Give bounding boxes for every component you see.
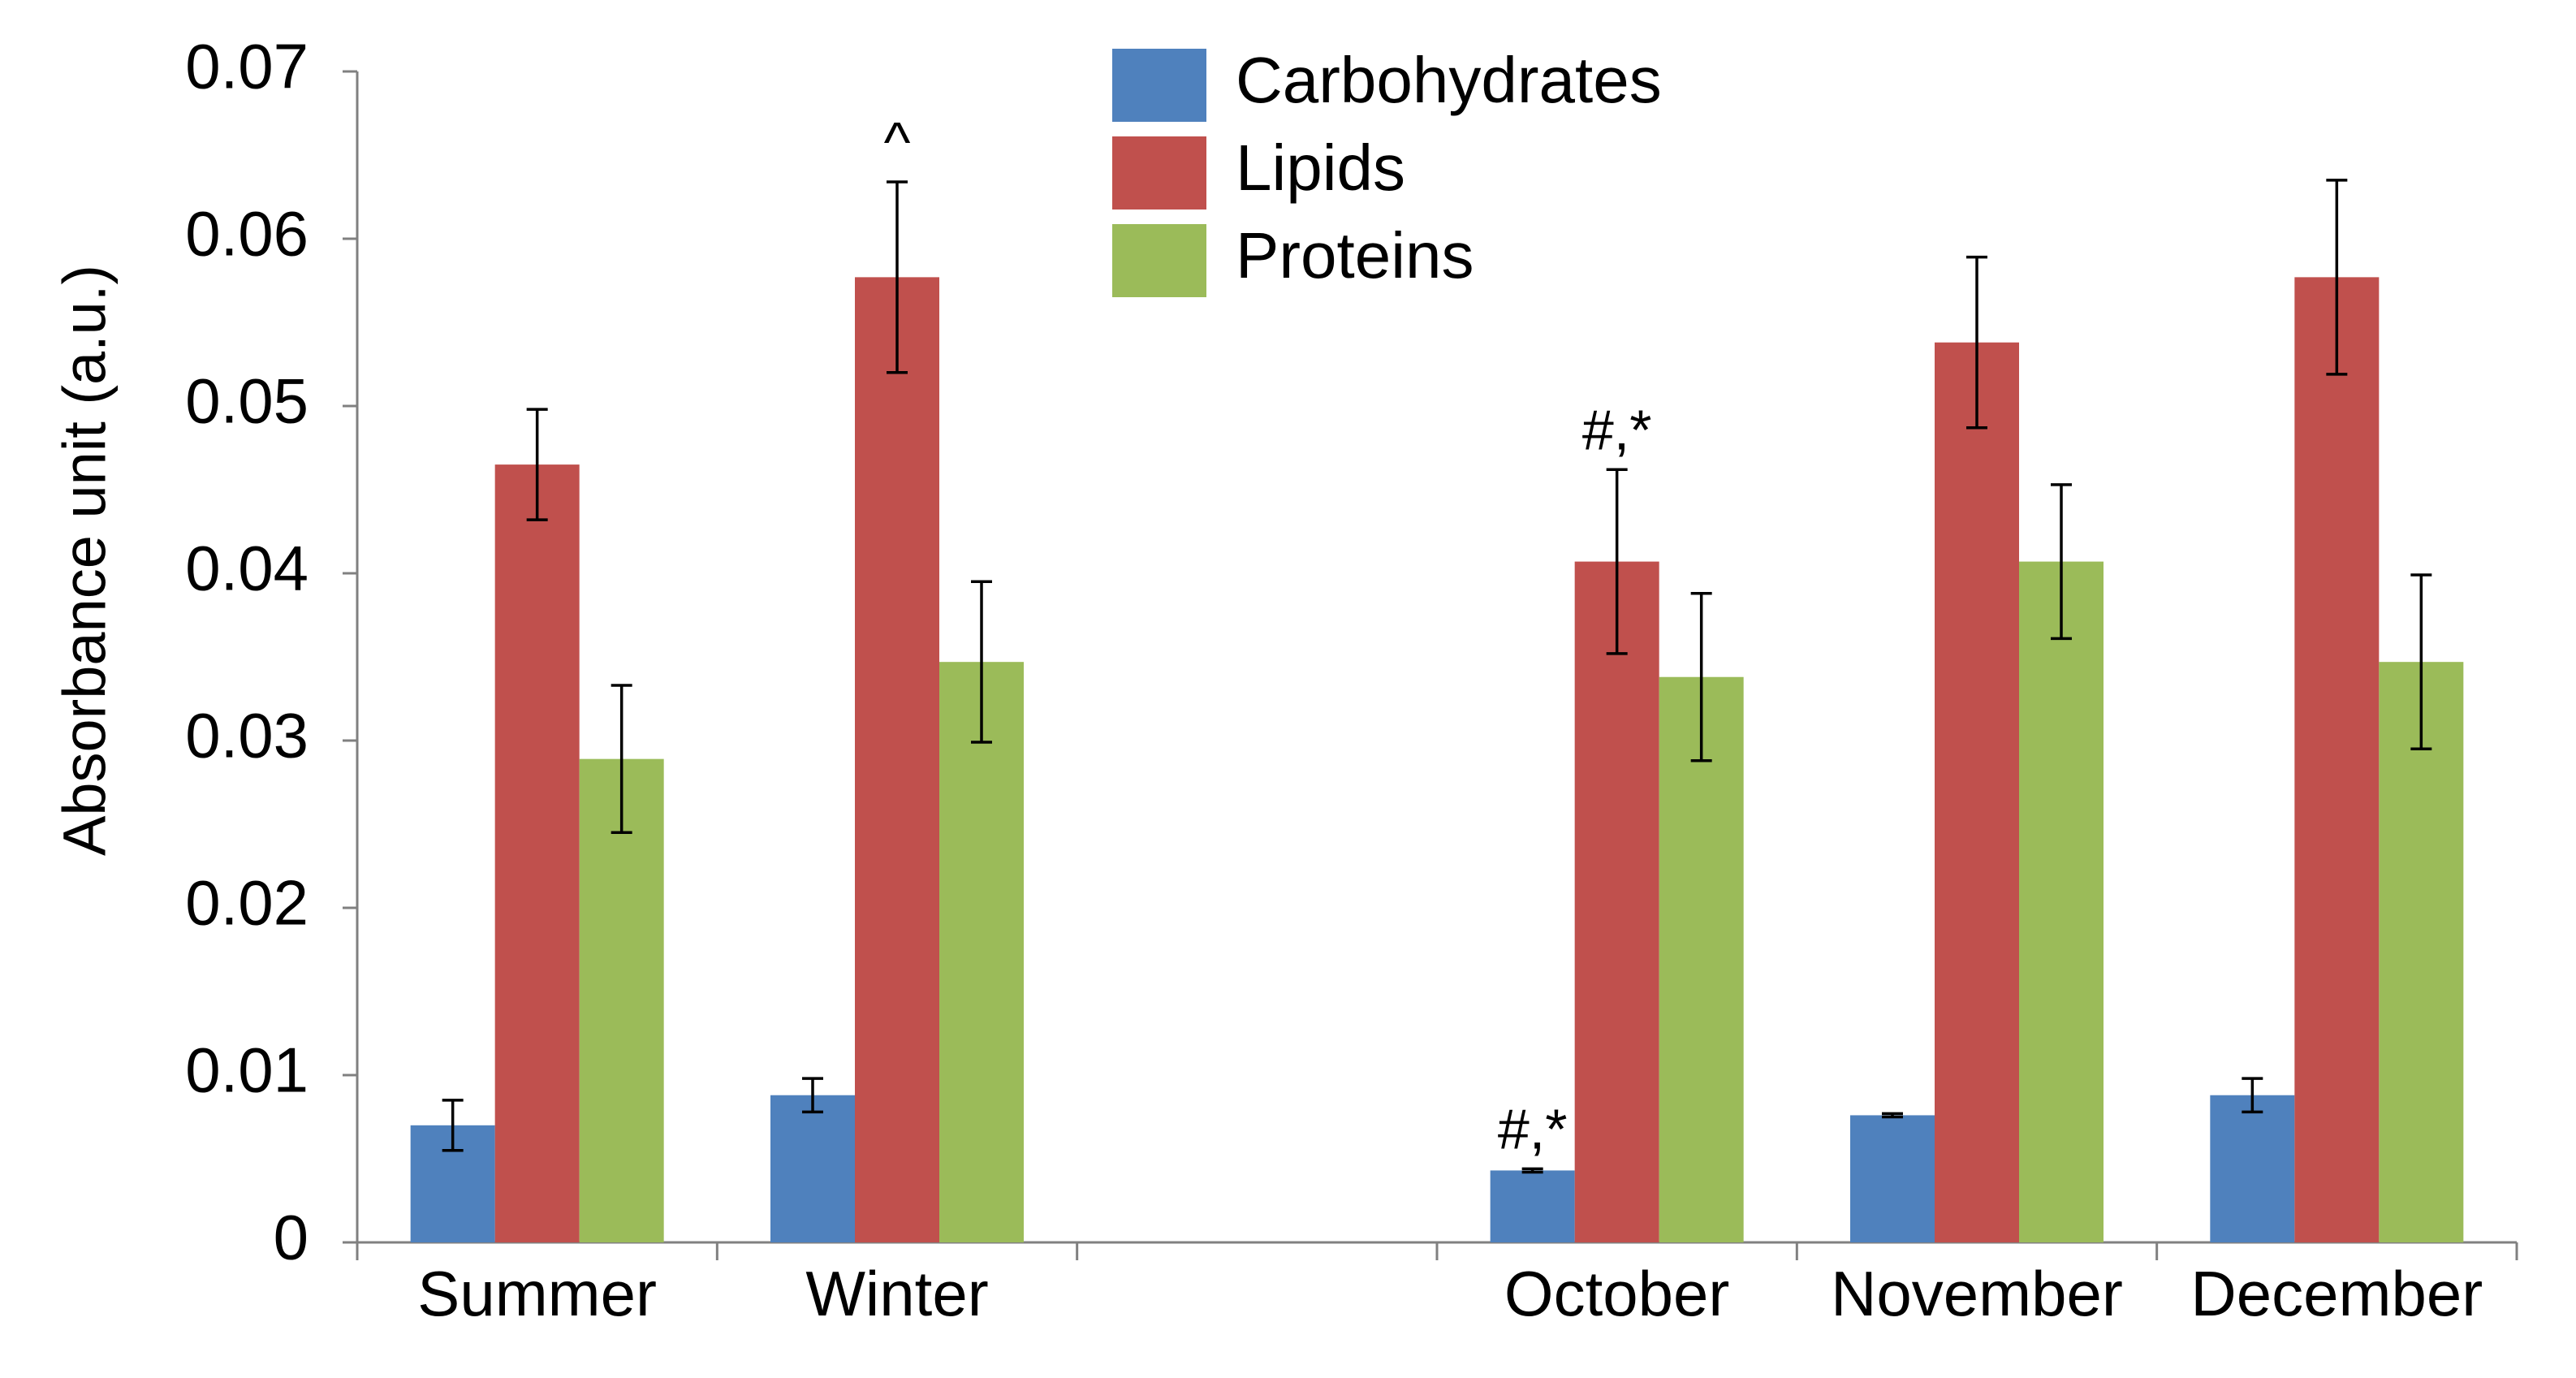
y-tick-label: 0.04	[185, 533, 309, 604]
bar-lipids	[1935, 342, 2019, 1243]
bar-carbohydrates	[1850, 1115, 1935, 1242]
y-tick-label: 0.01	[185, 1035, 309, 1106]
x-tick-label: December	[2190, 1258, 2483, 1329]
annotations: ^ #,* #,*	[884, 110, 1652, 1160]
bar-lipids	[1574, 561, 1659, 1242]
bar-proteins	[2379, 662, 2464, 1242]
bar-lipids	[494, 464, 580, 1242]
legend-swatch-lipids	[1112, 136, 1206, 210]
bar-proteins	[939, 662, 1024, 1242]
y-tick-label: 0.05	[185, 365, 309, 437]
bars	[410, 179, 2464, 1243]
y-tick-label: 0.07	[185, 31, 309, 102]
y-tick-label: 0	[274, 1202, 309, 1273]
bar-proteins	[579, 758, 664, 1242]
x-tick-label: Winter	[805, 1258, 988, 1329]
annotation-label: #,*	[1498, 1097, 1568, 1160]
legend-swatch-proteins	[1112, 224, 1206, 297]
legend-label-proteins: Proteins	[1236, 219, 1474, 292]
bar-lipids	[855, 277, 939, 1242]
x-tick-label: October	[1504, 1258, 1729, 1329]
y-tick-label: 0.02	[185, 867, 309, 939]
bar-proteins	[2019, 561, 2104, 1242]
y-axis-title: Absorbance unit (a.u.)	[51, 265, 119, 856]
bar-carbohydrates	[1490, 1170, 1575, 1242]
bar-carbohydrates	[770, 1095, 855, 1242]
bar-carbohydrates	[2210, 1095, 2295, 1242]
y-tick-label: 0.06	[185, 198, 309, 270]
bar-proteins	[1659, 676, 1744, 1242]
x-tick-label: Summer	[417, 1258, 657, 1329]
legend-label-lipids: Lipids	[1236, 132, 1405, 204]
annotation-label: ^	[884, 110, 911, 174]
legend-swatch-carbohydrates	[1112, 49, 1206, 122]
y-axis: 0 0.01 0.02 0.03 0.04 0.05 0.06 0.07	[185, 31, 359, 1273]
x-axis: Summer Winter October November December	[356, 1241, 2518, 1329]
y-tick-label: 0.03	[185, 700, 309, 771]
legend: Carbohydrates Lipids Proteins	[1112, 44, 1662, 297]
annotation-label: #,*	[1582, 398, 1652, 461]
x-tick-label: November	[1831, 1258, 2123, 1329]
bar-lipids	[2294, 277, 2380, 1242]
legend-label-carbohydrates: Carbohydrates	[1236, 44, 1662, 116]
